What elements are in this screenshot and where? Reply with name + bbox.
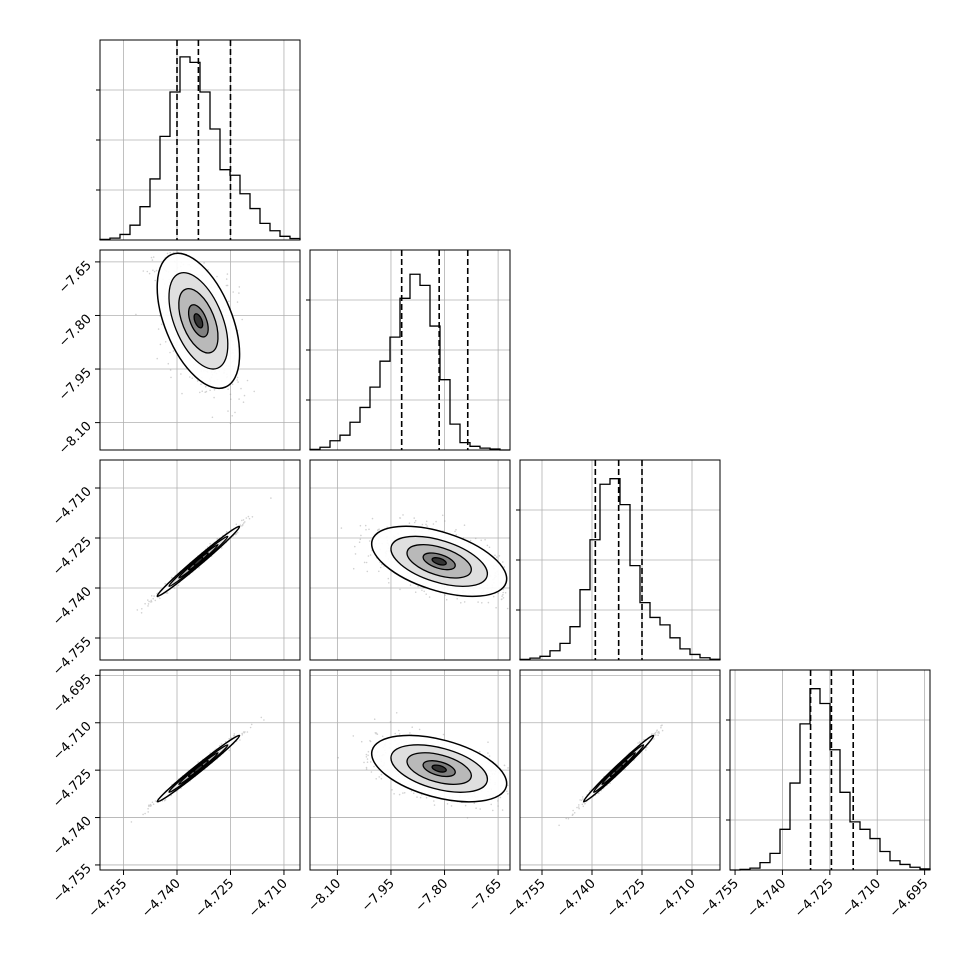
histogram-panel-2 [516, 459, 721, 661]
histogram-step-2 [519, 478, 721, 661]
density-panel-3-1 [309, 669, 511, 871]
panel-frame [309, 459, 511, 661]
y-tick-label: −4.710 [50, 484, 95, 529]
x-tick-label: −7.65 [466, 876, 505, 915]
x-axis-1: −8.10 −7.95 −7.80 −7.65 [305, 870, 505, 915]
density-contour-4 [193, 313, 204, 329]
panel-frame [519, 669, 721, 871]
density-panel-1-0 [99, 249, 301, 451]
density-contour-4 [193, 764, 204, 773]
y-tick-label: −4.740 [50, 814, 95, 859]
histogram-step-0 [99, 56, 301, 241]
x-tick-label: −4.755 [86, 876, 131, 921]
histogram-panel-1 [306, 249, 511, 451]
x-tick-label: −4.740 [554, 876, 599, 921]
y-tick-label: −4.740 [50, 584, 95, 629]
x-tick-label: −7.95 [359, 876, 398, 915]
density-panel-3-2 [519, 669, 721, 871]
y-tick-label: −7.80 [56, 312, 95, 351]
y-tick-label: −4.755 [50, 861, 95, 906]
density-contour-4 [431, 764, 447, 773]
x-tick-label: −4.710 [654, 876, 699, 921]
y-tick-label: −8.10 [56, 419, 95, 458]
y-tick-label: −4.725 [50, 534, 95, 579]
y-tick-label: −7.65 [56, 258, 95, 297]
density-contour-4 [193, 556, 204, 566]
density-contour-4 [431, 557, 447, 566]
x-tick-label: −4.755 [504, 876, 549, 921]
y-axis-1: −8.10 −7.95 −7.80 −7.65 [56, 258, 100, 458]
y-axis-3: −4.755−4.740−4.725−4.710−4.695 [50, 672, 100, 906]
y-axis-2: −4.755 −4.740 −4.725 −4.710 [50, 484, 100, 679]
x-axis-0: −4.755 −4.740 −4.725 −4.710 [86, 870, 291, 921]
x-tick-label: −4.710 [246, 876, 291, 921]
x-tick-label: −4.710 [839, 876, 884, 921]
density-panel-2-0 [99, 459, 301, 661]
density-contour-4 [614, 764, 624, 773]
x-tick-label: −4.725 [604, 876, 649, 921]
x-tick-label: −4.695 [887, 876, 932, 921]
y-tick-label: −4.695 [50, 672, 95, 717]
histogram-step-3 [730, 688, 931, 871]
panel-frame [309, 669, 511, 871]
x-tick-label: −4.740 [139, 876, 184, 921]
x-axis-2: −4.755 −4.740 −4.725 −4.710 [504, 870, 699, 921]
x-axis-3: −4.755 −4.740 −4.725 −4.710 −4.695 [697, 870, 931, 921]
panel-frame [99, 459, 301, 661]
y-tick-label: −7.95 [56, 365, 95, 404]
density-panel-3-0 [99, 669, 301, 871]
y-tick-label: −4.710 [50, 719, 95, 764]
x-tick-label: −4.725 [792, 876, 837, 921]
y-tick-label: −4.755 [50, 634, 95, 679]
panel-frame [99, 249, 301, 451]
x-tick-label: −4.755 [697, 876, 742, 921]
histogram-panel-0 [96, 39, 301, 241]
x-tick-label: −8.10 [305, 876, 344, 915]
histogram-step-1 [309, 273, 510, 451]
density-panel-2-1 [309, 459, 511, 661]
y-tick-label: −4.725 [50, 766, 95, 811]
x-tick-label: −7.80 [413, 876, 452, 915]
x-tick-label: −4.725 [193, 876, 238, 921]
x-tick-label: −4.740 [745, 876, 790, 921]
histogram-panel-3 [726, 669, 931, 871]
